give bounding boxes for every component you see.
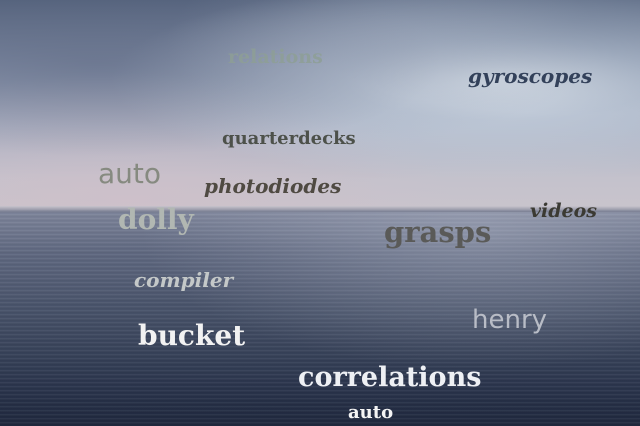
word-gyroscopes: gyroscopes bbox=[468, 64, 593, 88]
horizon-line bbox=[0, 206, 640, 212]
word-grasps: grasps bbox=[384, 215, 492, 249]
word-videos: videos bbox=[530, 200, 598, 222]
sea bbox=[0, 210, 640, 426]
word-auto-left: auto bbox=[98, 157, 162, 190]
clouds bbox=[0, 0, 640, 210]
sea-reflection bbox=[0, 210, 640, 426]
word-compiler: compiler bbox=[134, 268, 234, 292]
sky bbox=[0, 0, 640, 210]
word-henry: henry bbox=[472, 305, 548, 335]
word-auto-bottom: auto bbox=[348, 402, 394, 423]
word-bucket: bucket bbox=[138, 319, 246, 352]
word-quarterdecks: quarterdecks bbox=[222, 128, 356, 149]
word-relations: relations bbox=[228, 46, 323, 68]
word-photodiodes: photodiodes bbox=[204, 174, 342, 198]
word-dolly: dolly bbox=[118, 203, 194, 236]
word-correlations: correlations bbox=[298, 362, 482, 393]
